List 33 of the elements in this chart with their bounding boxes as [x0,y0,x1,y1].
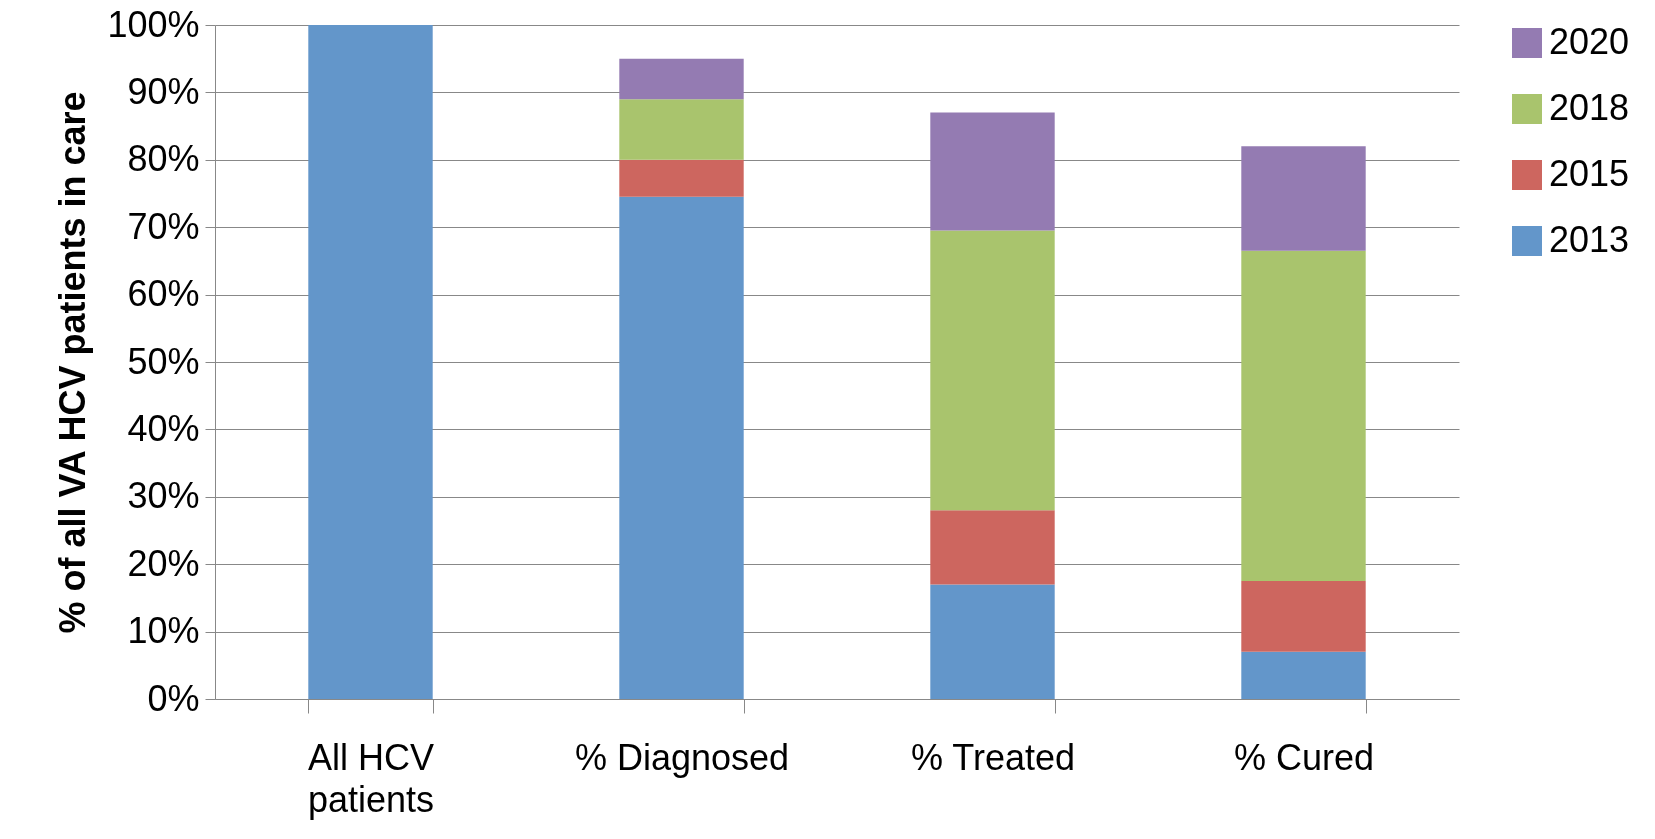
y-tick-label: 70% [127,205,200,247]
y-tick-label: 50% [127,340,200,382]
legend-label: 2018 [1549,87,1630,128]
legend-label: 2015 [1549,153,1630,194]
bar [619,159,744,197]
bar [619,99,744,160]
x-tick-label: All HCV patients [307,736,435,820]
bar [1241,581,1366,652]
legend-label: 2013 [1549,219,1630,260]
y-tick-label: 20% [127,542,200,584]
y-tick-label: 0% [147,677,200,719]
bar [930,584,1055,699]
y-tick-label: 90% [127,70,200,112]
bar [930,112,1055,231]
bar [308,25,433,699]
y-axis-title: % of all VA HCV patients in care [52,91,94,634]
x-tick-label: % Cured [1233,736,1375,778]
y-tick-label: 10% [127,610,200,652]
y-tick-label: 40% [127,407,200,449]
bar [619,58,744,100]
bar [619,196,744,699]
y-tick-label: 30% [127,475,200,517]
bar [1241,651,1366,699]
y-tick-label: 80% [127,138,200,180]
bar [1241,146,1366,251]
y-tick-label: 100% [107,3,200,45]
x-tick-label: % Diagnosed [574,736,790,778]
x-tick-label: % Treated [910,736,1076,778]
bar [1241,250,1366,582]
y-tick-label: 60% [127,273,200,315]
bar [930,510,1055,585]
bar [930,230,1055,511]
legend-label: 2020 [1549,21,1630,62]
